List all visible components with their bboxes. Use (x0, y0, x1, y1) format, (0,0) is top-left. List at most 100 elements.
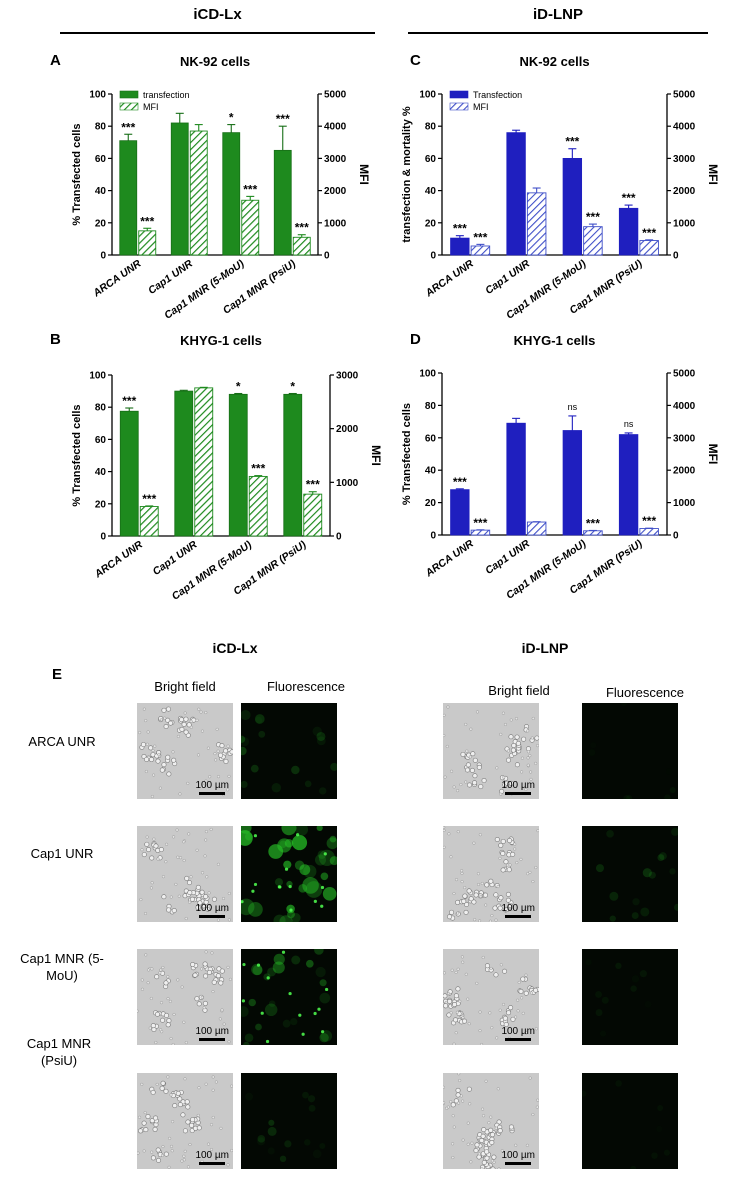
y-tick-label-left: 60 (95, 154, 107, 165)
cell (166, 975, 170, 979)
y-tick-label-left: 80 (95, 403, 107, 414)
cell (176, 855, 180, 859)
y-axis-label-left: % Transfected cells (401, 403, 413, 505)
cell (213, 752, 217, 756)
scale-bar-label: 100 µm (195, 1026, 229, 1037)
cell (484, 903, 488, 907)
cell (203, 854, 207, 858)
cell (184, 917, 188, 921)
cell (470, 1141, 474, 1145)
cell (480, 1167, 484, 1169)
cell (520, 976, 526, 982)
cell (179, 717, 185, 723)
column-header-fluorescence-left: Fluorescence (266, 679, 346, 694)
cell (160, 1017, 166, 1023)
significance-label: *** (121, 120, 135, 134)
cell (197, 1086, 201, 1090)
significance-label: *** (473, 230, 487, 244)
scale-bar-label: 100 µm (501, 1150, 535, 1161)
cell (152, 837, 156, 841)
cell (451, 1156, 455, 1160)
cell (201, 903, 207, 909)
micrograph-drawing (443, 703, 539, 799)
cell (458, 1079, 462, 1083)
cell (526, 750, 530, 754)
fluorescent-spot (266, 976, 270, 980)
y-tick-label-right: 1000 (673, 498, 696, 509)
cell (529, 991, 533, 995)
fluorescent-spot (281, 950, 286, 954)
fluorescent-spot (302, 877, 319, 894)
fluorescent-spot (283, 860, 292, 869)
cell (467, 1022, 471, 1026)
cell (455, 1092, 461, 1098)
cell (204, 950, 208, 954)
y-tick-label-right: 2000 (336, 424, 359, 435)
fluorescent-spot (320, 872, 329, 881)
cell (182, 858, 186, 862)
cell (461, 898, 467, 904)
cell (222, 1022, 226, 1026)
fluorescent-spot (319, 979, 327, 987)
cell (510, 907, 514, 911)
cell (166, 907, 172, 913)
cell (179, 726, 185, 732)
fluorescent-spot (291, 955, 301, 965)
cell (177, 894, 181, 898)
cell (172, 1103, 178, 1109)
micrograph-background (582, 1073, 678, 1169)
cell (508, 863, 512, 867)
brightfield-image: 100 µm (443, 703, 539, 799)
fluorescent-spot (241, 746, 247, 756)
cell (142, 1149, 146, 1153)
significance-label: *** (453, 222, 467, 236)
cell (189, 719, 193, 723)
cell (531, 1113, 535, 1117)
cell (186, 722, 192, 728)
fluorescent-spot (630, 1165, 637, 1169)
bar-solid (273, 149, 292, 256)
chart-panel-C: C NK-92 cells0204060801000100020003000400… (401, 52, 720, 322)
cell (184, 875, 190, 881)
cell (182, 1020, 186, 1024)
cell (196, 753, 200, 757)
cell (200, 967, 204, 971)
micrograph-background (443, 826, 539, 922)
cell (150, 881, 154, 885)
fluorescent-spot (639, 970, 648, 978)
cell (216, 749, 220, 753)
bar-hatched (303, 493, 323, 537)
cell (466, 888, 472, 894)
cell (168, 1136, 172, 1140)
micrograph-background (582, 703, 678, 799)
cell (226, 744, 230, 748)
cell (494, 836, 500, 842)
cell (484, 963, 490, 969)
cell (526, 763, 530, 767)
cell (462, 893, 468, 899)
cell (475, 710, 479, 714)
cell (449, 909, 455, 915)
y-tick-label-left: 80 (425, 401, 437, 412)
micrograph-drawing (241, 703, 337, 799)
y-tick-label-right: 3000 (324, 154, 347, 165)
cell (230, 1084, 233, 1088)
cell (500, 867, 506, 873)
cell (206, 969, 212, 975)
micrograph-background (241, 703, 337, 799)
fluorescent-spot (320, 885, 325, 890)
cell (166, 1018, 172, 1024)
fluorescent-spot (313, 1011, 317, 1016)
micrograph-drawing (582, 949, 678, 1045)
cell (451, 1142, 455, 1146)
fluorescent-spot (600, 1031, 606, 1037)
y-axis-label-right: MFI (369, 445, 383, 466)
cell (149, 886, 153, 890)
cell (472, 841, 476, 845)
fluorescent-spot (314, 949, 324, 955)
cell (488, 878, 494, 884)
fluorescent-spot (265, 1039, 270, 1044)
fluorescent-spot (315, 966, 326, 978)
scale-bar: 100 µm (195, 1026, 229, 1041)
fluorescent-spot (316, 826, 323, 831)
